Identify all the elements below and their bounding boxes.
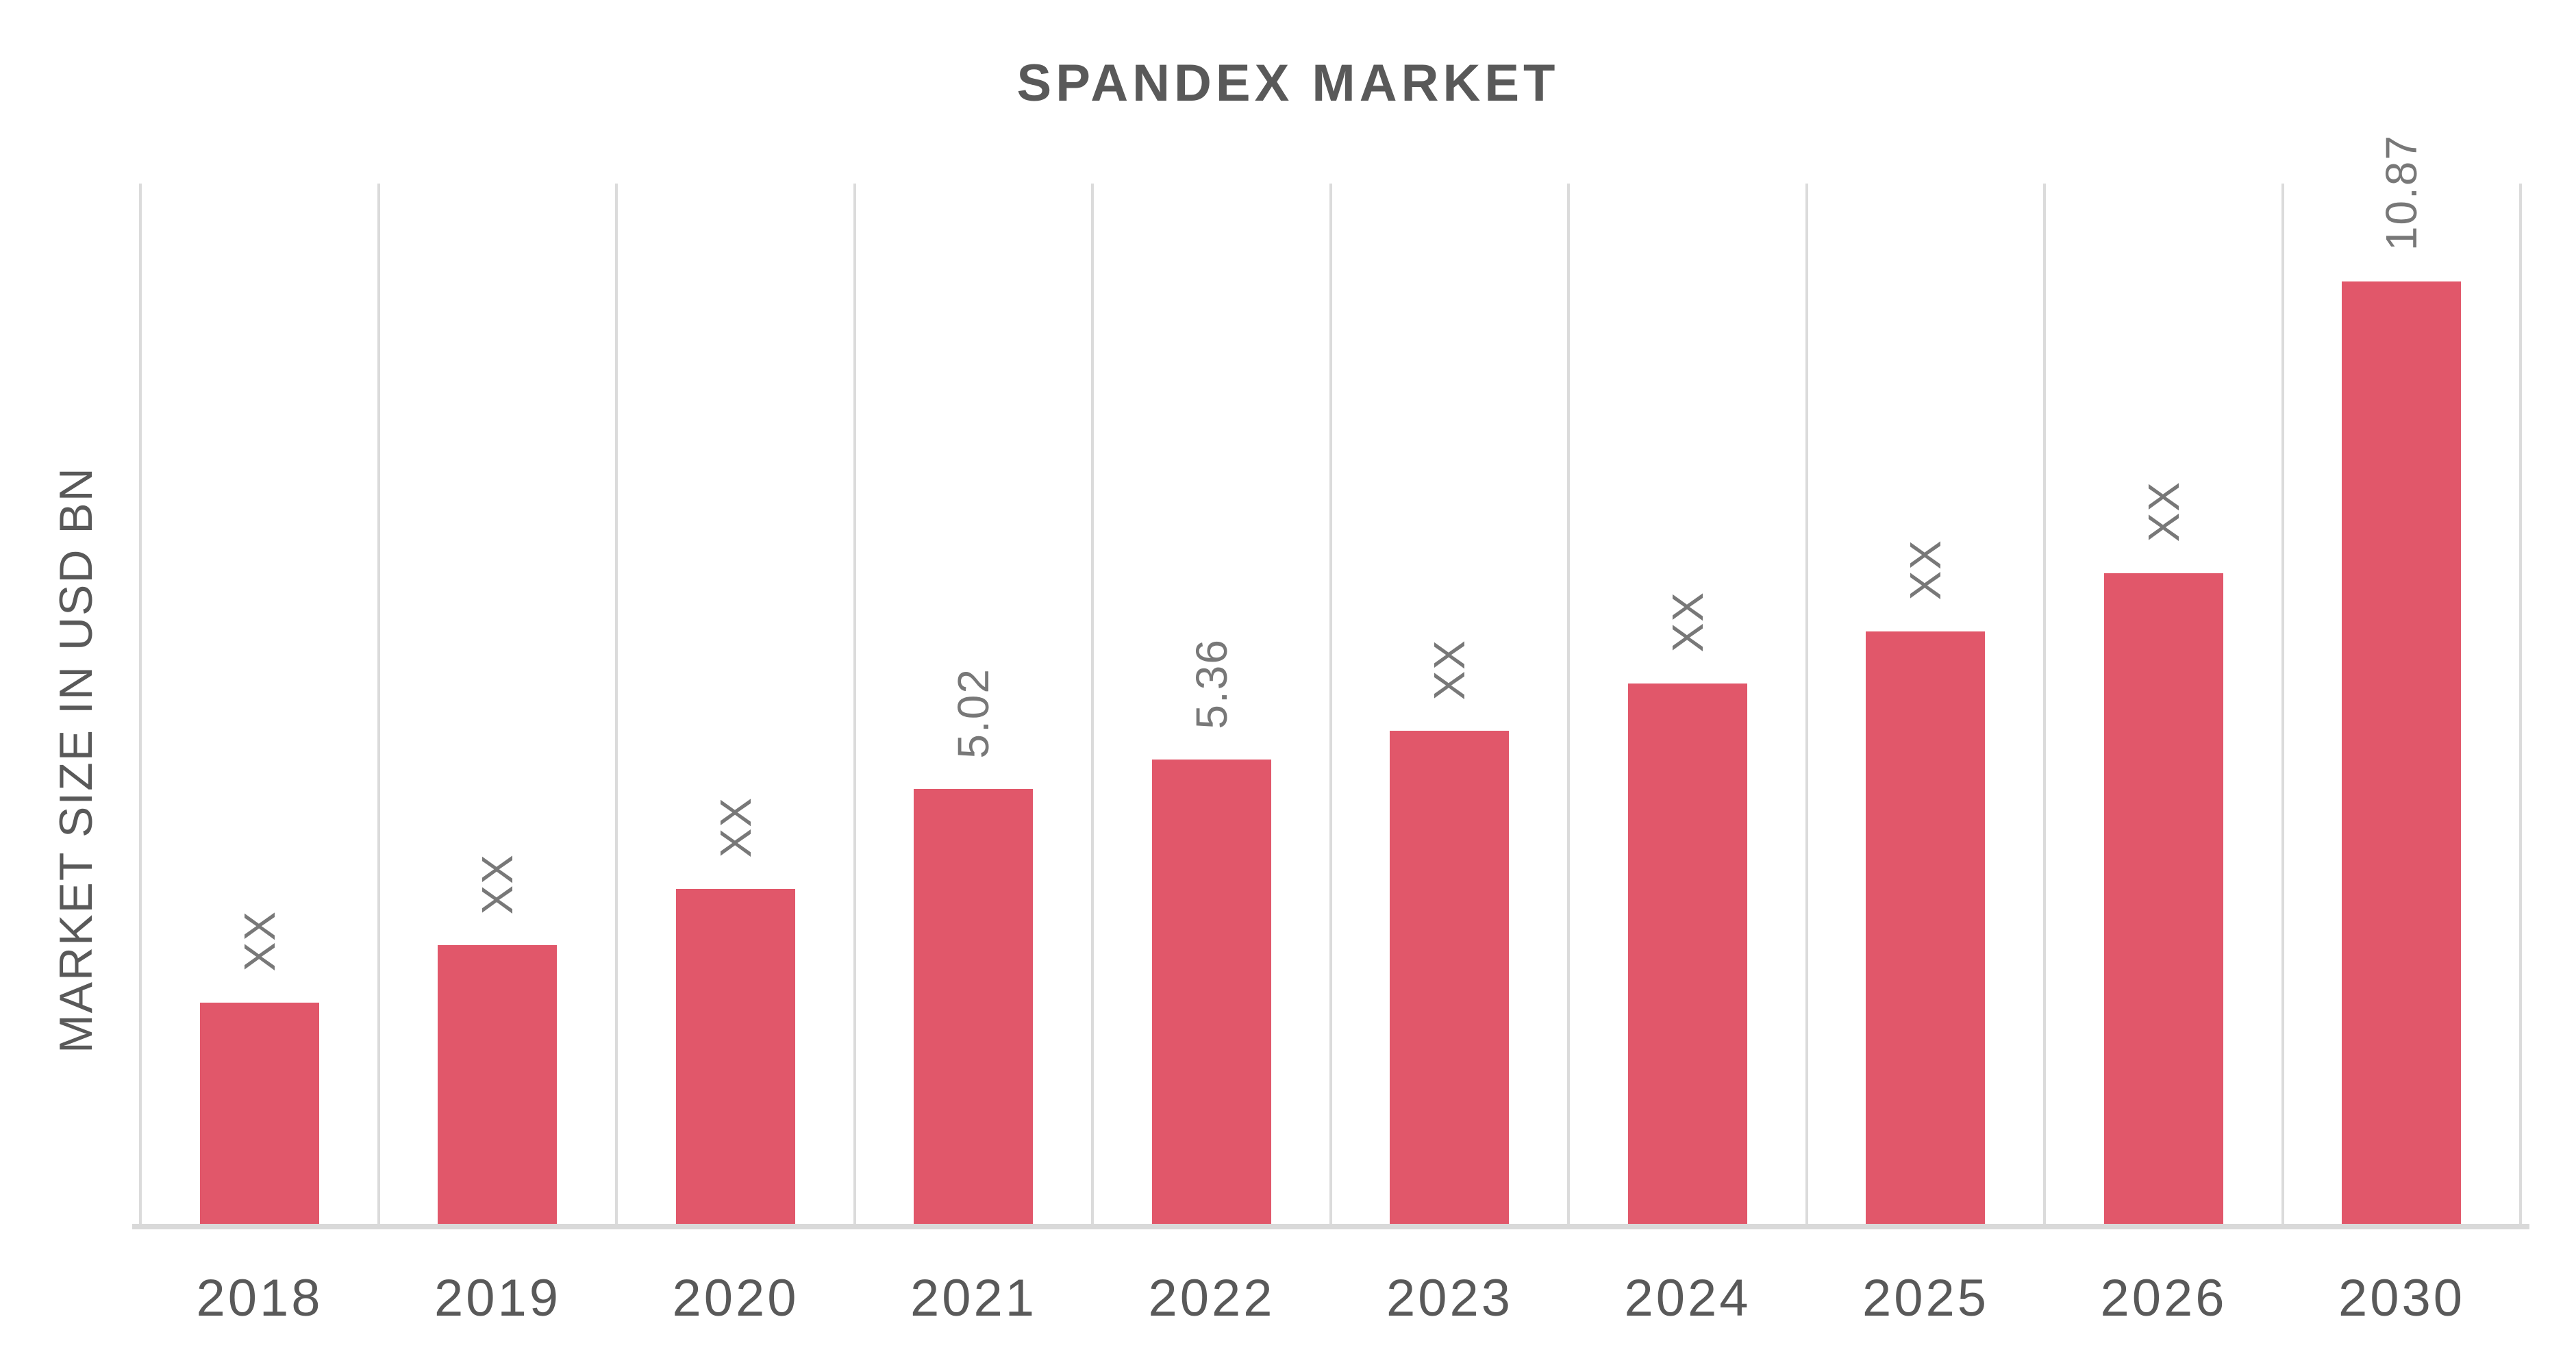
chart-title: SPANDEX MARKET <box>1016 54 1560 112</box>
x-tick-label-2019: 2019 <box>434 1269 562 1327</box>
gridline <box>2043 184 2046 1225</box>
x-tick-label-2023: 2023 <box>1386 1269 1514 1327</box>
bar-2024 <box>1627 683 1747 1225</box>
x-tick-label-2018: 2018 <box>196 1269 323 1327</box>
bar-2019 <box>438 945 558 1225</box>
gridline <box>1091 184 1094 1225</box>
x-tick-label-2020: 2020 <box>672 1269 799 1327</box>
bar-value-label-2024: XX <box>1662 591 1712 653</box>
plot-area: XX XX XX 5.02 5.36 XX XX XX XX 10.87 <box>139 134 2522 1225</box>
gridline <box>2519 184 2522 1225</box>
bar-2018 <box>199 1002 319 1225</box>
gridline <box>615 184 618 1225</box>
bar-2023 <box>1390 731 1510 1225</box>
gridline <box>853 184 856 1225</box>
bar-value-label-2026: XX <box>2138 481 2188 542</box>
bar-value-label-2021: 5.02 <box>949 667 999 759</box>
x-tick-label-2024: 2024 <box>1624 1269 1751 1327</box>
x-tick-label-2021: 2021 <box>910 1269 1038 1327</box>
bar-value-label-2030: 10.87 <box>2377 134 2427 251</box>
bar-2020 <box>675 888 795 1225</box>
x-axis-line <box>132 1224 2529 1229</box>
gridline <box>139 184 142 1225</box>
bar-2021 <box>914 789 1034 1225</box>
bar-2026 <box>2103 573 2223 1225</box>
bar-value-label-2025: XX <box>1901 539 1951 601</box>
gridline <box>1567 184 1570 1225</box>
x-tick-label-2022: 2022 <box>1148 1269 1275 1327</box>
gridline <box>1805 184 1808 1225</box>
x-tick-label-2026: 2026 <box>2100 1269 2227 1327</box>
bar-value-label-2020: XX <box>710 797 760 858</box>
bar-2025 <box>1866 631 1986 1225</box>
x-tick-label-2025: 2025 <box>1862 1269 1990 1327</box>
gridline <box>2281 184 2284 1225</box>
bar-value-label-2022: 5.36 <box>1186 638 1236 729</box>
bar-2030 <box>2342 281 2462 1225</box>
gridline <box>1329 184 1332 1225</box>
y-axis-title: MARKET SIZE IN USD BN <box>50 466 102 1054</box>
bar-2022 <box>1151 760 1271 1225</box>
gridline <box>377 184 380 1225</box>
bar-value-label-2019: XX <box>473 853 523 915</box>
x-tick-label-2030: 2030 <box>2338 1269 2466 1327</box>
bar-value-label-2018: XX <box>234 910 284 972</box>
bar-value-label-2023: XX <box>1425 638 1475 701</box>
